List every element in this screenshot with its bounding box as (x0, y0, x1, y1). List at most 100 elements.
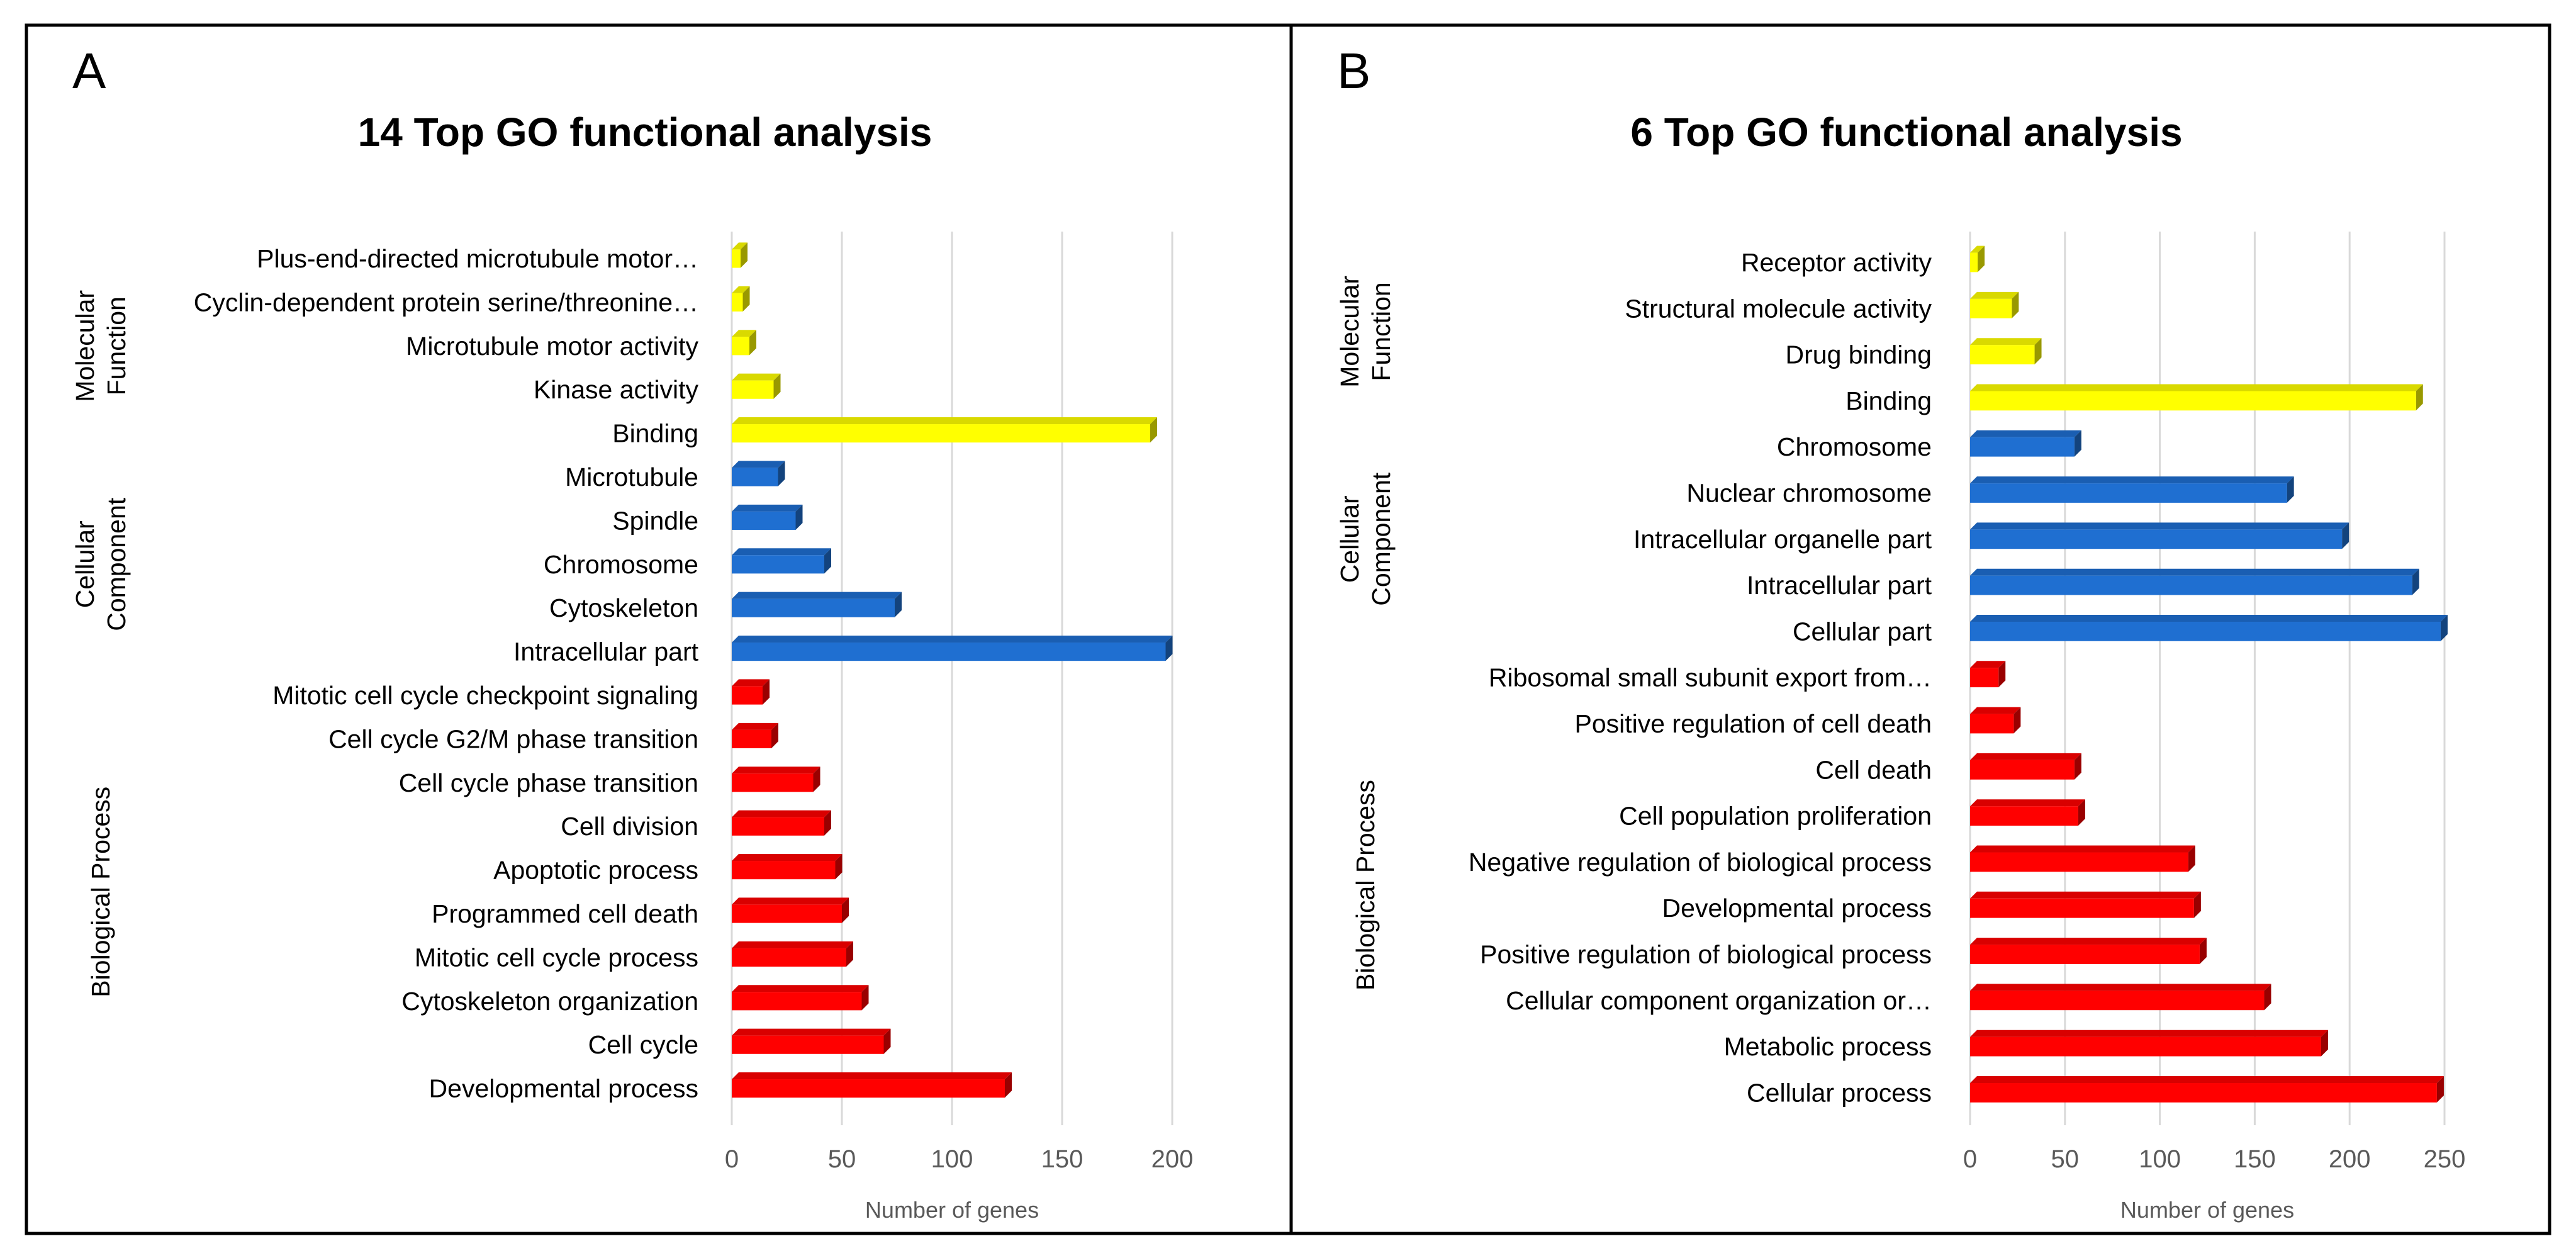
panel-a-bar-side-face (846, 941, 853, 967)
panel-a-bar-side-face (1005, 1072, 1012, 1098)
panel-a-group-label-line: Function (102, 296, 131, 395)
panel-b-category-label: Cellular component organization or… (1506, 986, 1932, 1015)
panel-b-bar-side-face (2012, 291, 2019, 318)
panel-a-bar-front (732, 293, 743, 312)
panel-b-category-label: Negative regulation of biological proces… (1469, 848, 1932, 877)
panel-b-bar-side-face (2074, 753, 2081, 780)
panel-a-bar-side-face (824, 810, 831, 836)
panel-a-bar-front (732, 686, 763, 705)
panel-a-bar-top-face (732, 636, 1173, 643)
panel-a-category-label: Mitotic cell cycle process (415, 943, 698, 972)
panel-a-category-label: Apoptotic process (493, 856, 698, 885)
panel-a-bar-front (732, 249, 741, 268)
panel-b-bar-top-face (1970, 1030, 2328, 1037)
panel-a-bar-side-face (842, 897, 849, 923)
panel-b-bar-front (1970, 898, 2194, 918)
panel-a-bar-top-face (732, 679, 770, 687)
panel-a-bar-front (732, 643, 1166, 661)
panel-a-bar (732, 504, 803, 530)
panel-a-category-label: Developmental process (429, 1074, 698, 1103)
panel-a-bar-front (732, 948, 846, 967)
panel-a-bar (732, 330, 756, 356)
panel-a-group-label-line: Biological Process (86, 787, 115, 997)
panel-a-bar-side-face (883, 1028, 891, 1054)
panel-a-bar-top-face (732, 985, 869, 992)
panel-a-bar-top-face (732, 722, 778, 730)
panel-a-tick-label: 100 (931, 1145, 973, 1173)
panel-a-bar-front (732, 1079, 1005, 1098)
panel-a-bar (732, 461, 785, 486)
panel-b-bar (1970, 984, 2271, 1011)
panel-a-bar-top-face (732, 1072, 1012, 1080)
panel-b-bar-top-face (1970, 522, 2349, 530)
panel-a-bar-front (732, 817, 824, 836)
panel-b-bar (1970, 338, 2042, 364)
panel-b-bar-front (1970, 1036, 2321, 1057)
panel-b-bar-side-face (2193, 891, 2201, 918)
panel-a-category-label: Programmed cell death (432, 899, 698, 928)
panel-b-bar-side-face (2416, 384, 2423, 411)
panel-a-category-label: Cytoskeleton (549, 593, 698, 622)
panel-a-bar-front (732, 773, 814, 792)
panel-a-group-label-line: Molecular (70, 290, 99, 402)
panel-b-group-label-line: Component (1367, 472, 1396, 606)
panel-a-category-label: Kinase activity (534, 375, 699, 404)
panel-b-bar-top-face (1970, 245, 1985, 253)
panel-a-bar (732, 810, 831, 836)
panel-a-bar (732, 286, 750, 312)
panel-b-category-label: Binding (1845, 386, 1932, 415)
panel-b-category-label: Ribosomal small subunit export from… (1489, 663, 1932, 692)
panel-b-x-axis-title: Number of genes (2120, 1197, 2294, 1223)
panel-b-bar (1970, 291, 2019, 318)
panel-b-bar-top-face (1970, 338, 2042, 345)
panel-a-bar-top-face (732, 767, 820, 774)
panel-b-bar-top-face (1970, 938, 2207, 945)
panel-b-bar (1970, 661, 2006, 688)
panel-a-tick-label: 0 (725, 1145, 739, 1173)
panel-b-category-label: Positive regulation of biological proces… (1480, 940, 1932, 969)
panel-a-category-label: Mitotic cell cycle checkpoint signaling (272, 681, 698, 710)
panel-a-category-label: Cell cycle G2/M phase transition (328, 724, 698, 753)
panel-b-category-label: Intracellular organelle part (1633, 525, 1932, 554)
panel-b-bar-top-face (1970, 799, 2085, 807)
panel-b-category-label: Developmental process (1662, 894, 1932, 923)
panel-b-bar-side-face (2412, 568, 2419, 595)
panel-b-bar (1970, 891, 2201, 918)
panel-a-bar-side-face (824, 548, 831, 574)
panel-b-bar-front (1970, 991, 2265, 1011)
panel-a-category-label: Microtubule (565, 463, 698, 491)
panel-a-bar (732, 722, 778, 748)
panel-b-bar-front (1970, 252, 1978, 272)
panel-b-category-label: Intracellular part (1747, 571, 1932, 600)
panel-b-bar-top-face (1970, 430, 2081, 437)
panel-a-bar-front (732, 598, 895, 617)
panel-b-bar-top-face (1970, 291, 2019, 299)
panel-b-bar-side-face (2199, 938, 2207, 964)
panel-b-group-label-line: Molecular (1335, 276, 1364, 388)
panel-a-bar-side-face (742, 286, 750, 312)
panel-a: A 14 Top GO functional analysis 0 50 100 150 2… (25, 23, 1293, 1235)
panel-b-bar-side-face (2436, 1076, 2444, 1103)
panel-a-category-label: Intracellular part (513, 637, 699, 666)
panel-b-bar (1970, 384, 2423, 411)
panel-b-bar-top-face (1970, 476, 2294, 484)
panel-b-bar-front (1970, 575, 2412, 595)
panel-b-category-label: Cell population proliferation (1619, 802, 1932, 831)
panel-b-bar-front (1970, 622, 2441, 641)
panel-a-bar (732, 417, 1157, 443)
panel-b-tick-label: 150 (2234, 1145, 2276, 1173)
panel-b-bar-front (1970, 806, 2078, 826)
panel-a-bar-side-face (813, 767, 820, 792)
panel-b-bar-front (1970, 1083, 2437, 1103)
panel-b-bar-front (1970, 345, 2035, 364)
panel-a-bar-side-face (749, 330, 756, 356)
panel-b-bar-top-face (1970, 753, 2081, 760)
panel-b-bar (1970, 568, 2419, 595)
panel-a-title: 14 Top GO functional analysis (358, 110, 932, 155)
panel-a-bar-side-face (771, 722, 778, 748)
panel-b-tick-label: 100 (2139, 1145, 2181, 1173)
panel-a-bar-side-face (861, 985, 869, 1011)
panel-b-bar-front (1970, 529, 2343, 549)
panel-a-bar-top-face (732, 373, 781, 381)
